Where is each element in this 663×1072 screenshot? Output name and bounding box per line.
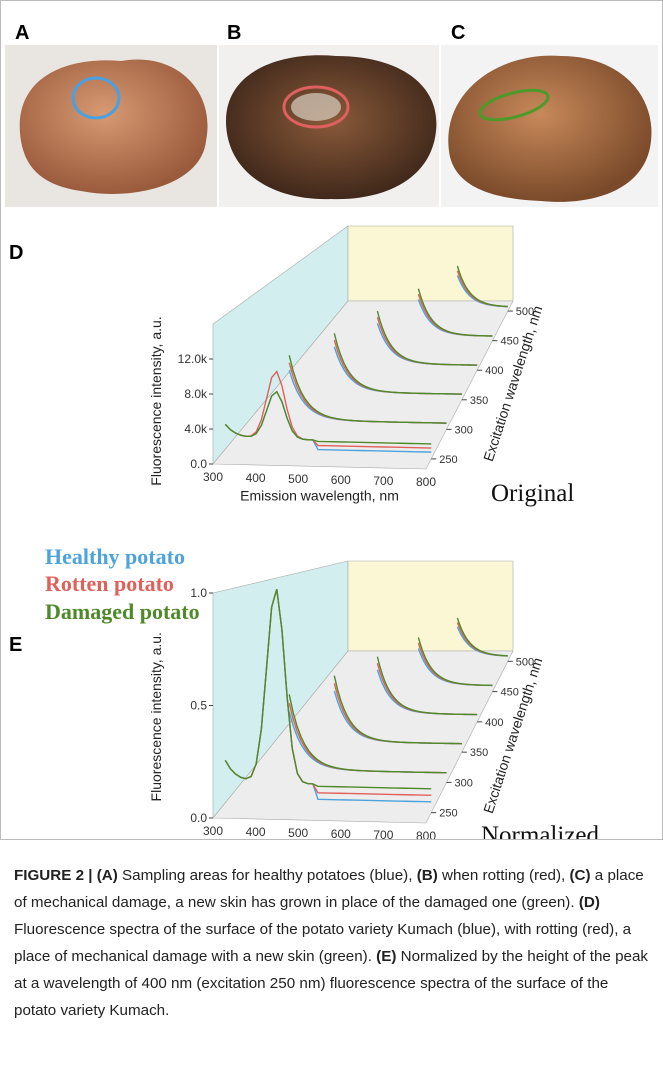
x-axis-label: Emission wavelength, nm bbox=[240, 488, 399, 504]
sampling-area bbox=[71, 76, 121, 120]
caption-part: when rotting (red), bbox=[437, 867, 570, 884]
panel-label: B bbox=[227, 22, 241, 44]
z-tick-label: 500 bbox=[516, 306, 534, 318]
x-tick-label: 500 bbox=[288, 826, 308, 839]
panel-label: D bbox=[9, 242, 23, 264]
spectrum-curve bbox=[224, 390, 432, 445]
spectrum-curve bbox=[417, 288, 493, 337]
rot-spot bbox=[291, 93, 341, 121]
figure-canvas: A B C D E Healthy potato Rotten potato D… bbox=[5, 22, 658, 858]
x-tick-label: 300 bbox=[203, 824, 223, 838]
z-tick-label: 350 bbox=[470, 747, 488, 759]
x-tick-label: 700 bbox=[373, 828, 393, 839]
caption-part: (E) bbox=[376, 948, 397, 965]
panel-tag: Normalized bbox=[481, 822, 600, 839]
sampling-area bbox=[282, 85, 350, 129]
y-axis-label: Fluorescence intensity, a.u. bbox=[148, 316, 164, 485]
z-tick-label: 300 bbox=[455, 424, 473, 436]
caption-part: (C) bbox=[569, 867, 591, 884]
y-tick-label: 1.0 bbox=[190, 586, 207, 600]
spectrum-curve bbox=[333, 333, 462, 395]
potato-healthy bbox=[19, 59, 208, 194]
legend-entry: Damaged potato bbox=[45, 599, 200, 624]
x-tick-label: 400 bbox=[246, 471, 266, 485]
z-tick-label: 300 bbox=[455, 777, 473, 789]
x-tick-label: 300 bbox=[203, 470, 223, 484]
x-tick-label: 400 bbox=[246, 825, 266, 839]
back-wall bbox=[347, 560, 514, 652]
x-tick-label: 800 bbox=[416, 475, 436, 489]
sampling-area bbox=[478, 88, 550, 122]
spectrum-curve bbox=[224, 588, 432, 790]
y-tick-label: 8.0k bbox=[184, 387, 208, 401]
z-tick-label: 450 bbox=[500, 336, 518, 348]
spectrum-curve bbox=[456, 617, 508, 657]
z-tick-label: 250 bbox=[439, 808, 457, 820]
x-tick-label: 600 bbox=[331, 473, 351, 487]
z-tick-label: 500 bbox=[516, 656, 534, 668]
z-tick-label: 450 bbox=[500, 687, 518, 699]
figure: A B C D E Healthy potato Rotten potato D… bbox=[0, 0, 663, 858]
caption-part: a place of mechanical damage, a new skin… bbox=[14, 867, 644, 911]
spectrum-curve bbox=[333, 675, 462, 745]
spectrum-curve bbox=[376, 310, 478, 366]
y-axis-label: Fluorescence intensity, a.u. bbox=[148, 632, 164, 801]
z-tick-label: 350 bbox=[470, 395, 488, 407]
z-tick-label: 400 bbox=[485, 717, 503, 729]
y-tick-label: 0.0 bbox=[190, 811, 207, 825]
back-wall bbox=[347, 225, 514, 302]
caption-part: Sampling areas for healthy potatoes (blu… bbox=[117, 867, 417, 884]
potato-damaged bbox=[448, 55, 652, 202]
legend-entry: Rotten potato bbox=[45, 571, 174, 596]
caption-part: FIGURE 2 | bbox=[14, 867, 97, 884]
caption-part: (B) bbox=[416, 867, 438, 884]
spectrum-curve bbox=[224, 370, 432, 449]
panel-label: A bbox=[15, 22, 29, 44]
spectrum-curve bbox=[288, 355, 447, 424]
y-tick-label: 0.0 bbox=[190, 457, 207, 471]
x-tick-label: 600 bbox=[331, 827, 351, 839]
spectrum-curve bbox=[417, 637, 493, 687]
x-tick-label: 500 bbox=[288, 472, 308, 486]
panel-label: E bbox=[9, 634, 22, 656]
legend-entry: Healthy potato bbox=[45, 544, 185, 569]
y-tick-label: 12.0k bbox=[178, 352, 208, 366]
panel-label: C bbox=[451, 22, 465, 44]
caption-part: (A) bbox=[96, 867, 118, 884]
caption: FIGURE 2 | (A) Sampling areas for health… bbox=[14, 862, 650, 1024]
x-tick-label: 800 bbox=[416, 829, 436, 839]
caption-part: Normalized by the height of the peak at … bbox=[14, 948, 649, 1019]
floor bbox=[212, 650, 514, 824]
y-tick-label: 0.5 bbox=[190, 699, 207, 713]
x-tick-label: 700 bbox=[373, 474, 393, 488]
panel-tag: Original bbox=[491, 480, 574, 507]
y-tick-label: 4.0k bbox=[184, 422, 208, 436]
spectrum-curve bbox=[288, 694, 447, 774]
z-tick-label: 400 bbox=[485, 365, 503, 377]
spectrum-curve bbox=[376, 656, 478, 716]
z-tick-label: 250 bbox=[439, 454, 457, 466]
potato-rotten bbox=[226, 55, 437, 200]
caption-part: Fluorescence spectra of the surface of t… bbox=[14, 921, 632, 965]
spectrum-curve bbox=[456, 265, 508, 308]
caption-part: (D) bbox=[578, 894, 600, 911]
